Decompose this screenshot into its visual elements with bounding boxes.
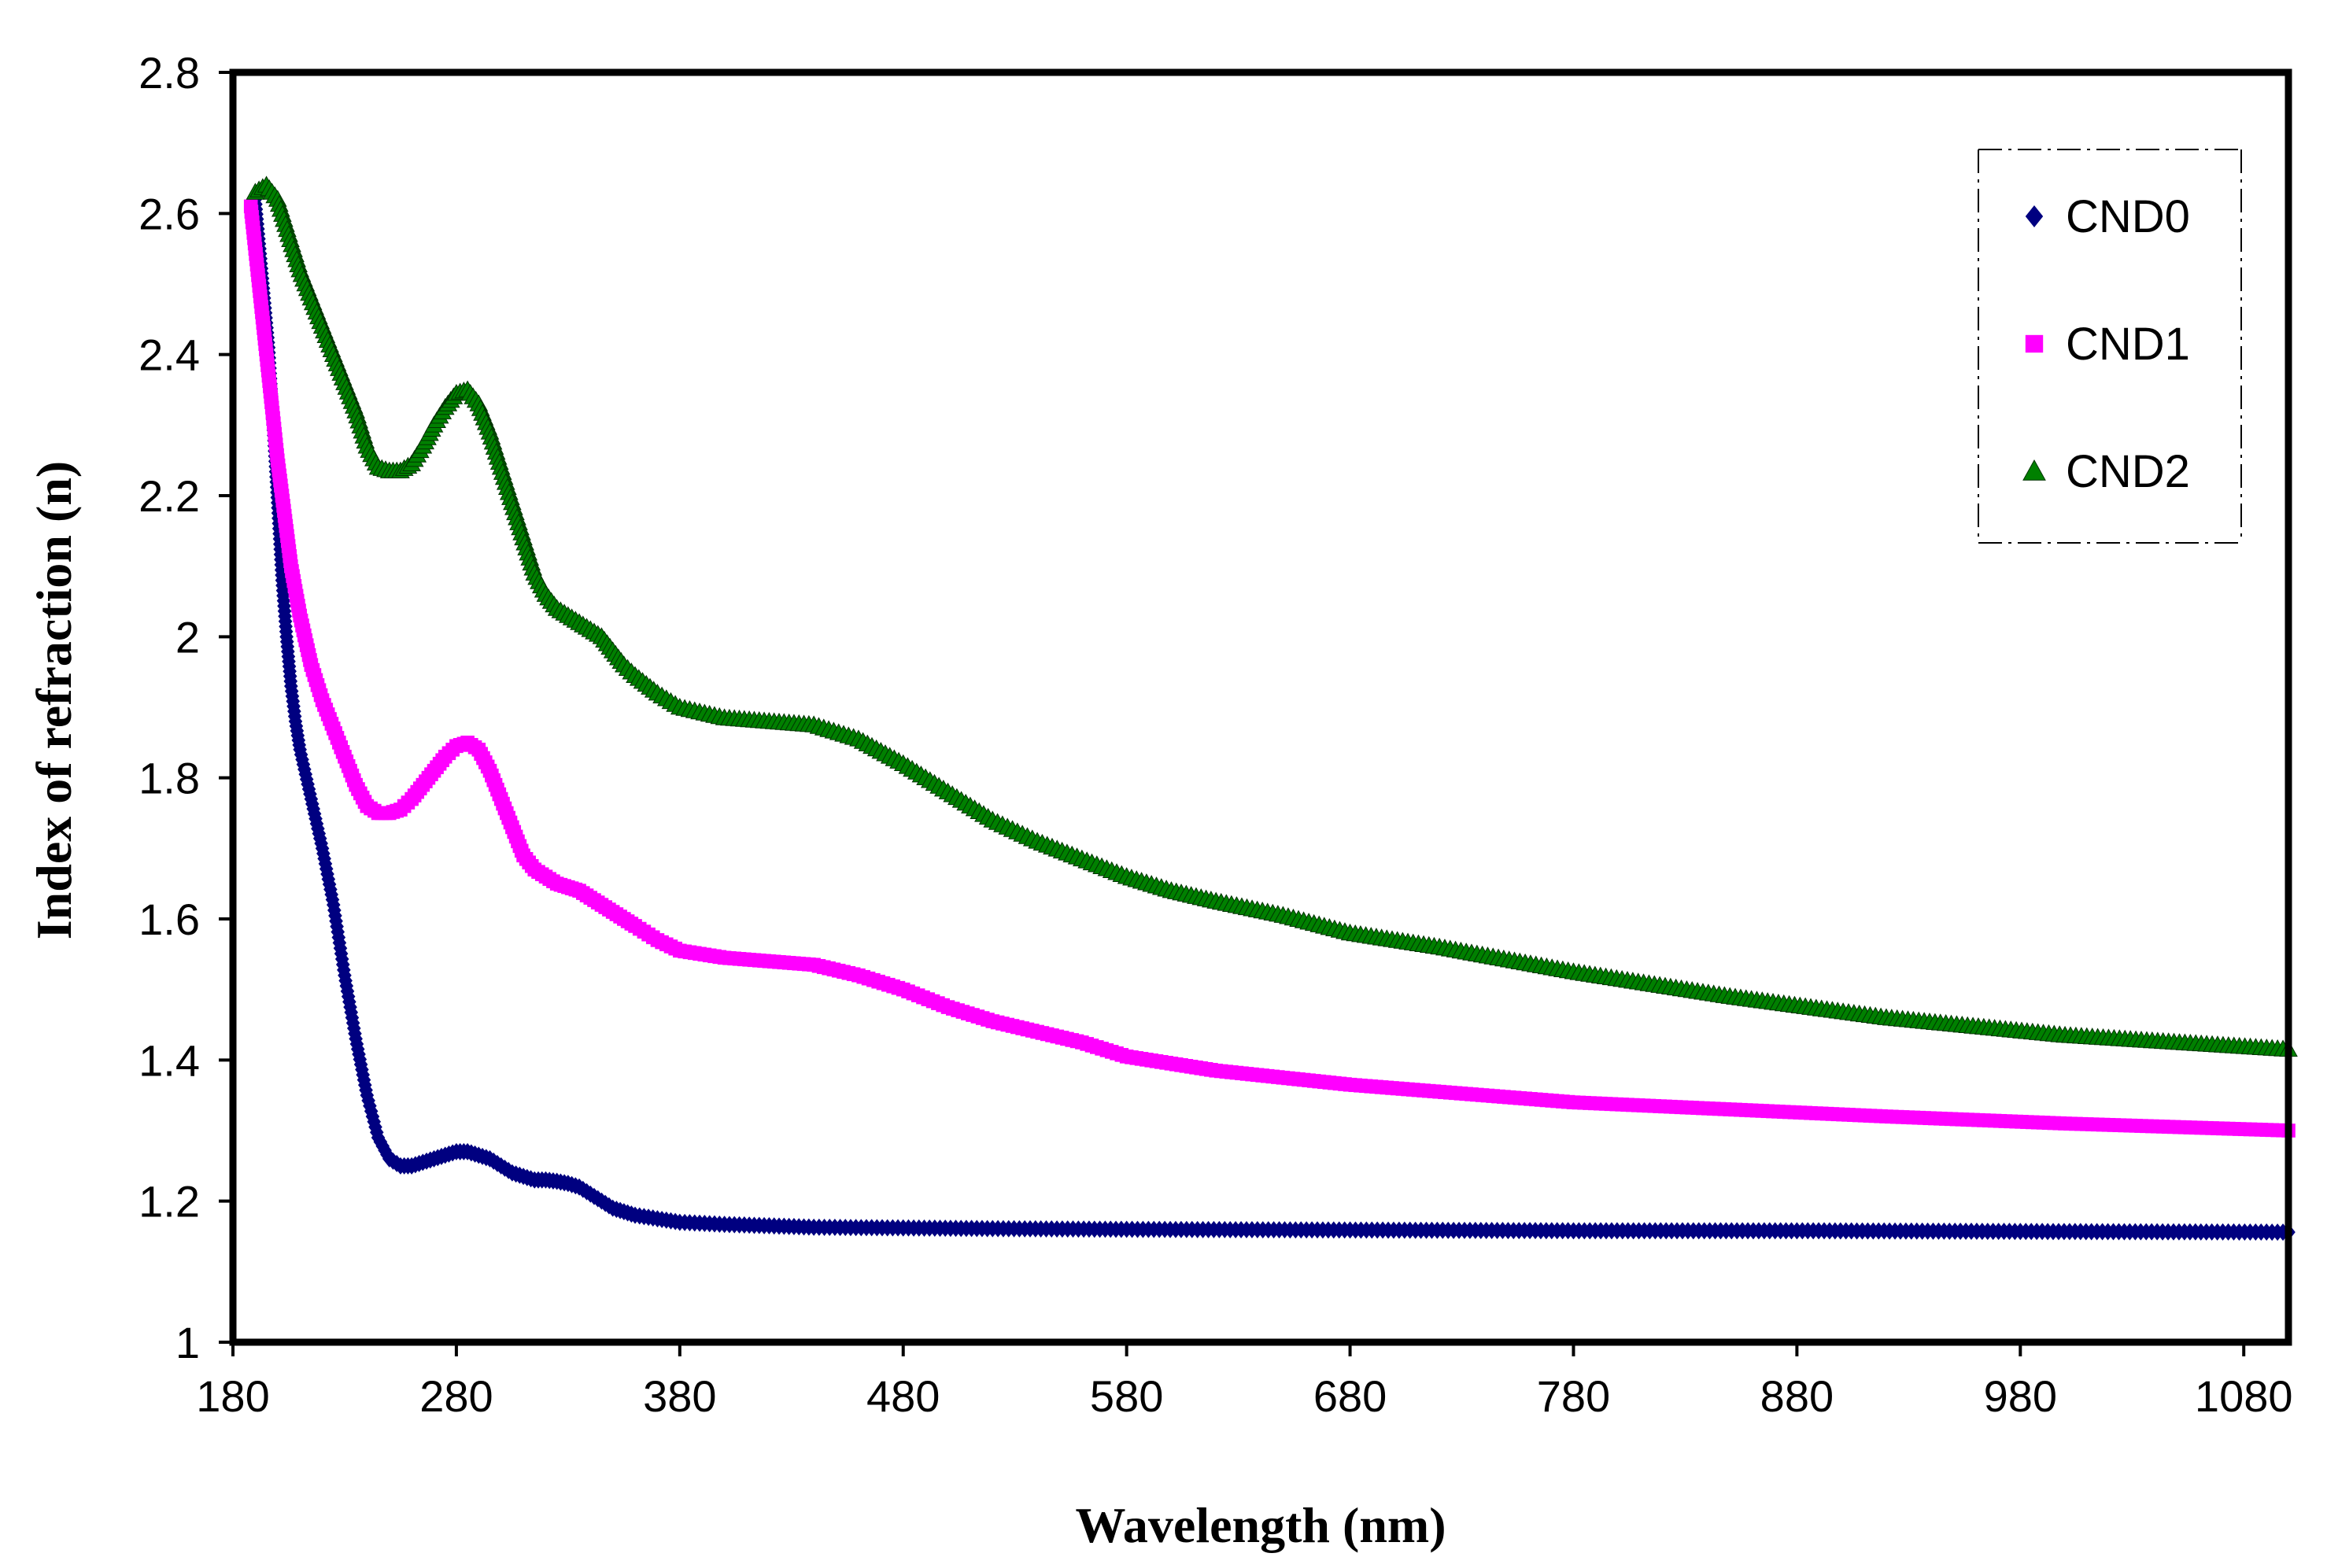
x-tick-label: 1080 bbox=[2195, 1371, 2293, 1421]
y-tick-label: 1.2 bbox=[139, 1177, 200, 1227]
legend-label: CND1 bbox=[2066, 319, 2190, 370]
x-tick-label: 880 bbox=[1760, 1371, 1834, 1421]
y-axis-title: Index of refraction (n) bbox=[26, 461, 82, 940]
series-layer bbox=[243, 175, 2298, 1241]
y-tick-label: 2 bbox=[175, 612, 200, 662]
x-tick-label: 980 bbox=[1984, 1371, 2057, 1421]
legend-item-cnd0: CND0 bbox=[2025, 191, 2190, 242]
legend-frame bbox=[1978, 149, 2242, 544]
x-axis-ticks: 180 280 380 480 580 680 780 880 980 1080 bbox=[196, 1342, 2293, 1421]
x-axis-title: Wavelength (nm) bbox=[1075, 1497, 1446, 1553]
series-cnd2 bbox=[246, 175, 2298, 1057]
y-tick-label: 2.4 bbox=[139, 330, 200, 380]
plot-area-frame bbox=[229, 68, 2292, 1346]
legend: CND0 CND1 CND2 bbox=[1978, 149, 2242, 544]
x-tick-label: 780 bbox=[1537, 1371, 1610, 1421]
legend-label: CND2 bbox=[2066, 446, 2190, 497]
triangle-marker-icon bbox=[2022, 459, 2046, 481]
y-tick-label: 2.8 bbox=[139, 48, 200, 98]
legend-item-cnd2: CND2 bbox=[2022, 446, 2190, 497]
x-tick-label: 280 bbox=[419, 1371, 493, 1421]
y-tick-label: 1 bbox=[175, 1318, 200, 1367]
x-tick-label: 480 bbox=[866, 1371, 940, 1421]
x-tick-label: 680 bbox=[1313, 1371, 1387, 1421]
series-cnd1 bbox=[243, 199, 2296, 1138]
y-tick-label: 1.8 bbox=[139, 754, 200, 803]
y-tick-label: 1.6 bbox=[139, 895, 200, 944]
y-tick-label: 2.6 bbox=[139, 189, 200, 238]
legend-item-cnd1: CND1 bbox=[2025, 319, 2190, 370]
y-tick-label: 1.4 bbox=[139, 1035, 200, 1085]
x-tick-label: 580 bbox=[1090, 1371, 1163, 1421]
y-tick-label: 2.2 bbox=[139, 471, 200, 521]
x-tick-label: 180 bbox=[196, 1371, 269, 1421]
diamond-marker-icon bbox=[2025, 205, 2044, 227]
square-marker-icon bbox=[2025, 334, 2044, 353]
y-axis-ticks: 1 1.2 1.4 1.6 1.8 2 2.2 2.4 2.6 2.8 bbox=[139, 48, 233, 1367]
legend-label: CND0 bbox=[2066, 191, 2190, 242]
x-tick-label: 380 bbox=[643, 1371, 716, 1421]
